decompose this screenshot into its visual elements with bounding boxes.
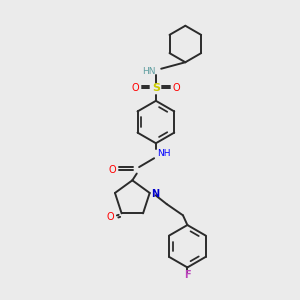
Text: N: N [151, 189, 159, 200]
Text: O: O [173, 83, 180, 93]
Text: HN: HN [142, 67, 156, 76]
Text: O: O [109, 165, 116, 175]
Text: NH: NH [158, 149, 171, 158]
Text: F: F [184, 270, 191, 280]
Text: S: S [152, 83, 160, 93]
Text: O: O [106, 212, 114, 222]
Text: O: O [131, 83, 139, 93]
